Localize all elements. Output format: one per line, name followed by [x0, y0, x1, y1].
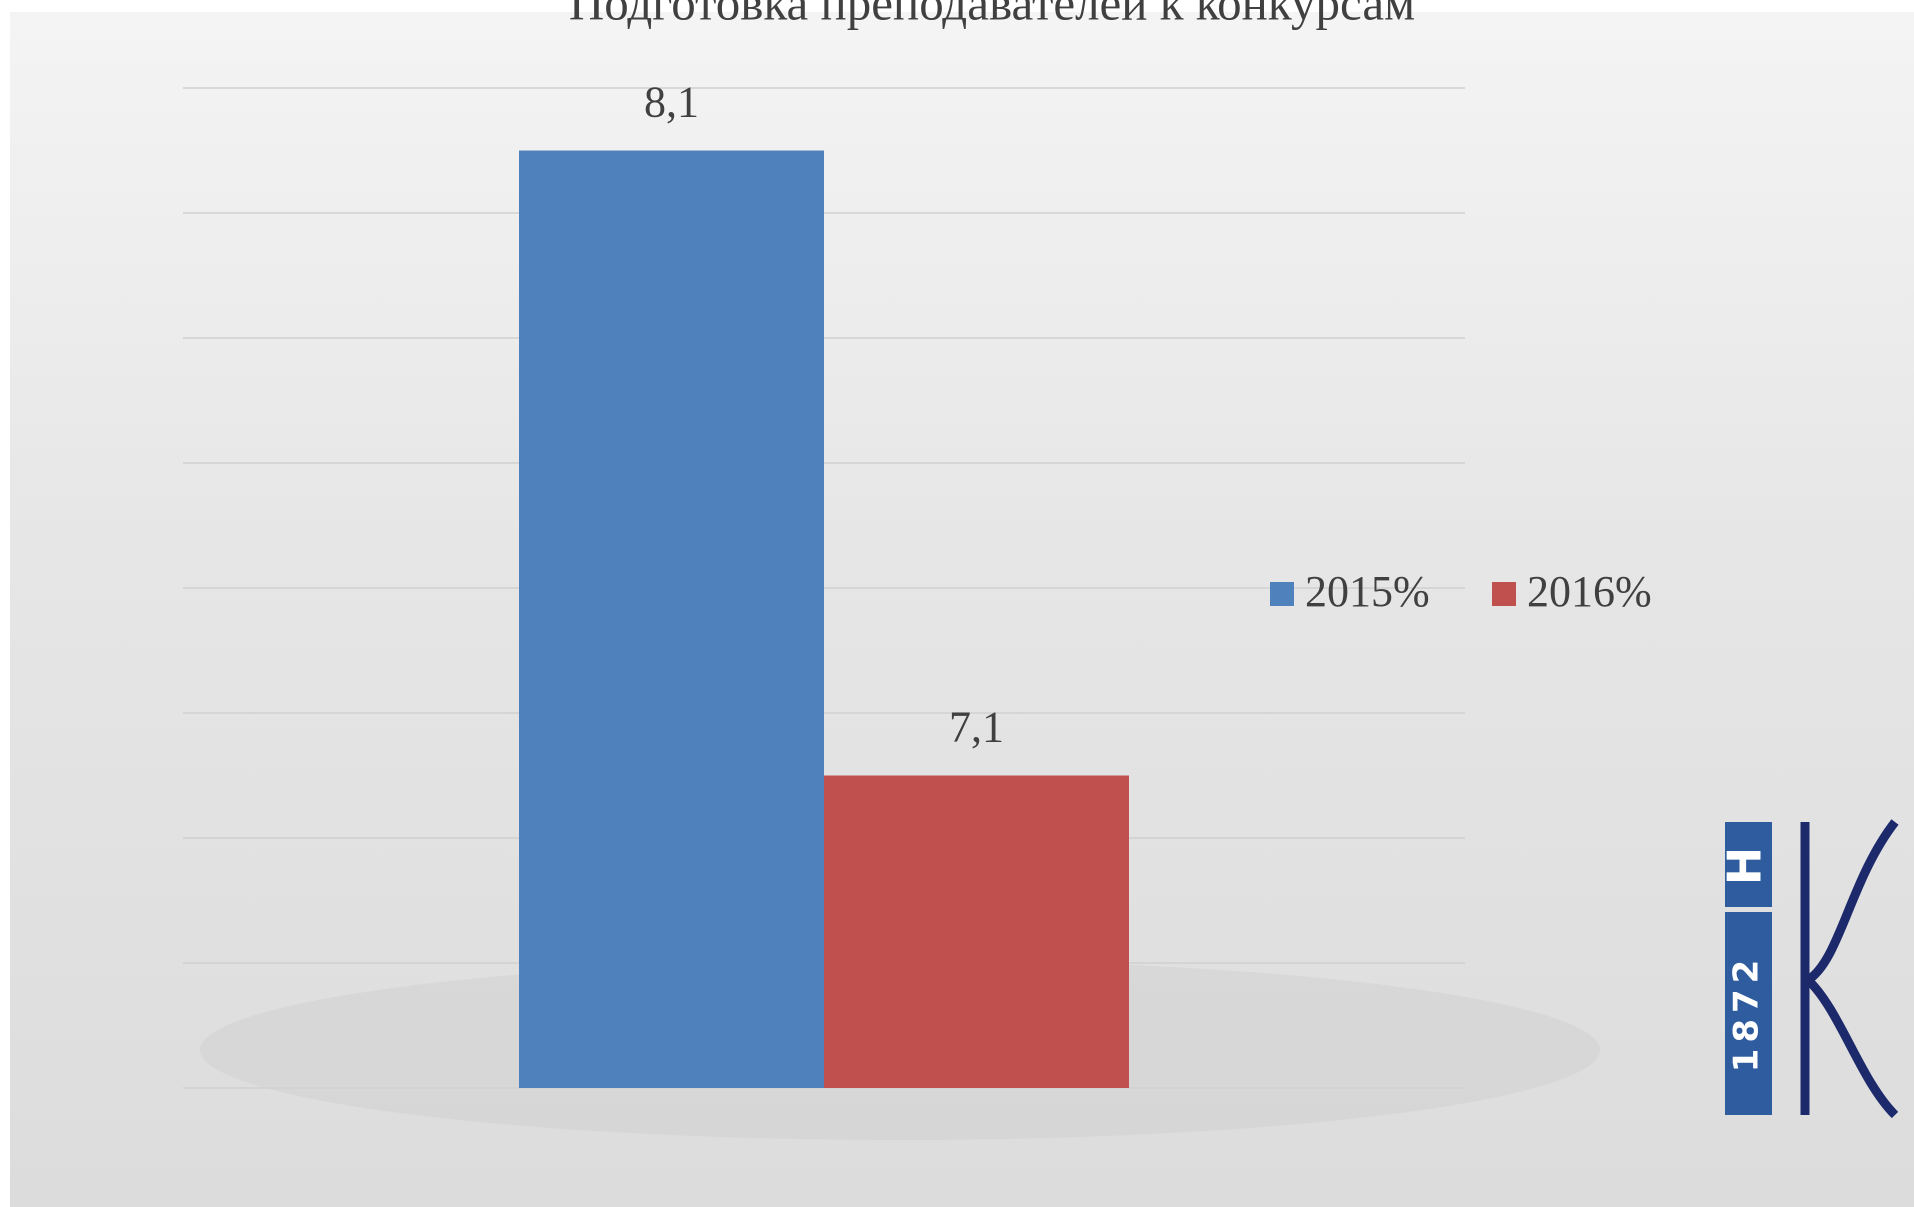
logo-k	[1800, 819, 1899, 1119]
value-label: 8,1	[644, 78, 699, 127]
logo-year: 1872	[1727, 954, 1767, 1073]
logo: Н 1872	[1718, 819, 1899, 1119]
bar	[824, 775, 1129, 1088]
logo-block	[1725, 912, 1772, 1115]
chart-title: Подготовка преподавателей к конкурсам	[569, 0, 1415, 30]
logo-letter: Н	[1718, 847, 1772, 886]
legend-label: 2016%	[1527, 567, 1652, 616]
bar	[519, 150, 824, 1088]
value-label: 7,1	[949, 703, 1004, 752]
legend-swatch	[1270, 582, 1294, 606]
legend-swatch	[1492, 582, 1516, 606]
legend-label: 2015%	[1305, 567, 1430, 616]
logo-block	[1725, 822, 1772, 907]
